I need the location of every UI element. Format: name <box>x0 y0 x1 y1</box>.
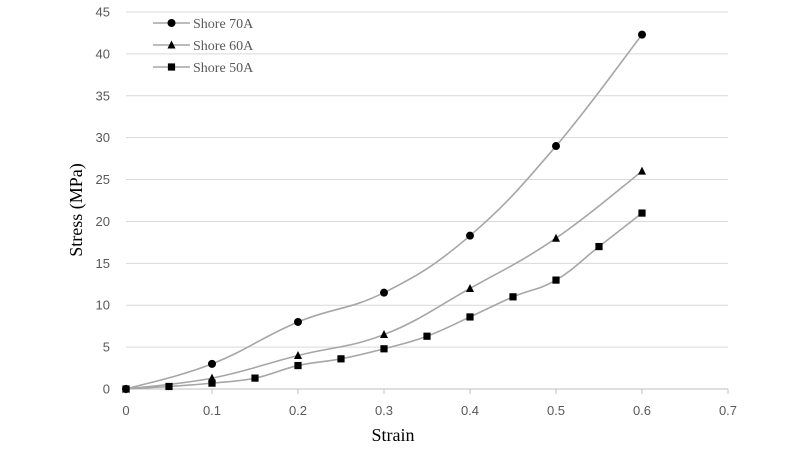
data-point-shore-60a <box>552 233 560 242</box>
data-point-shore-50a <box>208 379 216 387</box>
x-tick-label: 0.5 <box>547 403 565 418</box>
legend-marker <box>167 40 176 49</box>
data-point-shore-50a <box>552 276 560 284</box>
x-tick-label: 0.7 <box>719 403 737 418</box>
y-tick-label: 5 <box>103 340 110 355</box>
data-point-shore-70a <box>638 30 646 39</box>
x-tick-label: 0.1 <box>203 403 221 418</box>
legend-label: Shore 60A <box>193 39 254 54</box>
data-point-shore-50a <box>337 355 345 363</box>
legend-item-shore-70a: Shore 70A <box>153 17 254 32</box>
data-point-shore-60a <box>380 330 388 339</box>
y-tick-label: 35 <box>96 88 110 103</box>
data-point-shore-50a <box>122 385 130 393</box>
legend-label: Shore 50A <box>193 61 254 76</box>
data-point-shore-70a <box>208 359 216 368</box>
y-tick-label: 40 <box>96 46 110 61</box>
data-point-shore-60a <box>294 350 302 359</box>
legend-marker <box>167 63 176 71</box>
series-line-shore-60a <box>125 170 643 390</box>
series-shore-50a <box>122 209 646 393</box>
x-tick-label: 0 <box>122 403 129 418</box>
x-tick-label: 0.2 <box>289 403 307 418</box>
series-line-shore-50a <box>125 212 643 390</box>
legend: Shore 70A Shore 60A Shore 50A <box>153 17 254 76</box>
y-tick-label: 20 <box>96 214 110 229</box>
data-point-shore-70a <box>380 288 388 297</box>
data-point-shore-70a <box>294 317 302 326</box>
data-point-shore-50a <box>466 313 474 321</box>
y-tick-label: 15 <box>96 256 110 271</box>
series-shore-70a <box>122 30 646 393</box>
data-point-shore-60a <box>638 166 646 175</box>
y-tick-label: 25 <box>96 172 110 187</box>
data-point-shore-50a <box>165 382 173 391</box>
x-tick-label: 0.3 <box>375 403 393 418</box>
axis-layer: 0 5 10 15 20 25 30 35 40 45 0 0.1 0.2 0.3 0.4 0.5 0.6 0.7 <box>96 5 738 419</box>
y-tick-label: 45 <box>96 5 110 20</box>
data-point-shore-50a <box>595 242 603 251</box>
legend-item-shore-60a: Shore 60A <box>153 39 254 54</box>
x-tick-label: 0.4 <box>461 403 479 418</box>
legend-label: Shore 70A <box>193 17 254 32</box>
series-shore-60a <box>122 166 646 393</box>
legend-marker <box>167 19 176 27</box>
data-point-shore-70a <box>552 142 560 151</box>
data-point-shore-50a <box>509 293 517 301</box>
y-tick-label: 0 <box>103 382 110 397</box>
data-point-shore-50a <box>251 374 259 382</box>
data-point-shore-50a <box>638 209 646 217</box>
data-point-shore-50a <box>423 332 431 340</box>
x-axis-title: Strain <box>372 425 415 445</box>
legend-item-shore-50a: Shore 50A <box>153 61 254 76</box>
y-tick-label: 30 <box>96 130 110 145</box>
y-tick-label: 10 <box>96 298 110 313</box>
data-point-shore-60a <box>466 283 474 292</box>
data-point-shore-70a <box>466 231 474 240</box>
series-layer <box>122 30 646 393</box>
y-axis-title: Stress (MPa) <box>66 163 87 257</box>
x-tick-label: 0.6 <box>633 403 651 418</box>
grid-layer <box>126 11 728 348</box>
data-point-shore-50a <box>294 361 302 370</box>
data-point-shore-50a <box>380 345 388 353</box>
